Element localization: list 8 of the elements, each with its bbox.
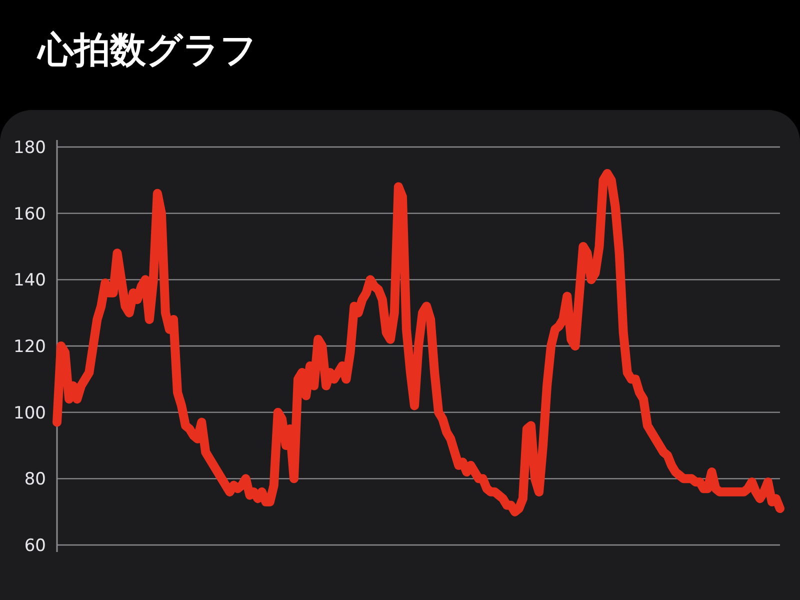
y-tick-label: 80	[24, 470, 46, 490]
y-tick-label: 120	[14, 337, 46, 357]
y-tick-label: 160	[14, 204, 46, 224]
y-tick-label: 180	[14, 138, 46, 158]
y-tick-label: 100	[14, 403, 46, 424]
y-tick-label: 60	[24, 536, 46, 556]
title: 心拍数グラフ	[38, 30, 257, 71]
y-tick-label: 140	[14, 270, 46, 291]
